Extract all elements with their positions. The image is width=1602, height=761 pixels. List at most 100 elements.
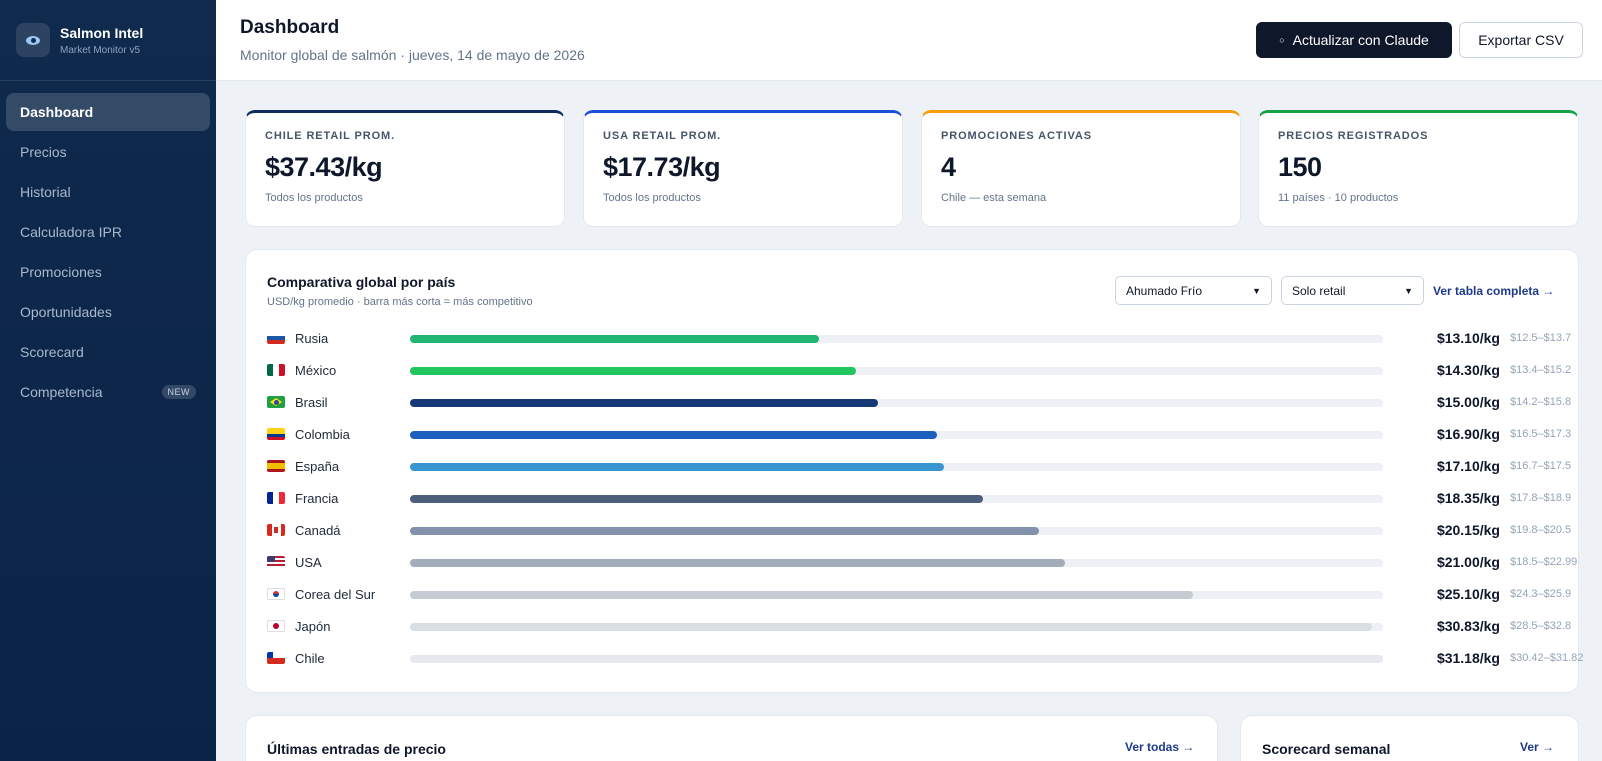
brand: Salmon Intel Market Monitor v5 [0,0,216,81]
kpi-label: CHILE RETAIL PROM. [265,130,396,142]
sidebar-item-promociones[interactable]: Promociones [6,253,210,291]
sidebar-item-dashboard[interactable]: Dashboard [6,93,210,131]
update-with-claude-button[interactable]: ○ Actualizar con Claude [1256,22,1452,58]
page-title: Dashboard [240,17,340,38]
fr-flag-icon [267,492,285,504]
sidebar-item-label: Precios [20,144,67,160]
kpi-note: Chile — esta semana [941,192,1047,204]
bar-track [410,463,1383,471]
kpi-card-chile-retail: CHILE RETAIL PROM. $37.43/kg Todos los p… [245,110,565,227]
country-name: México [295,363,337,378]
price-value: $15.00/kg [1436,394,1500,410]
new-badge: NEW [161,385,196,399]
sidebar-item-competencia[interactable]: Competencia NEW [6,373,210,411]
country-comparison-panel: Comparativa global por país USD/kg prome… [245,249,1583,693]
co-flag-icon [267,428,285,440]
price-value: $25.10/kg [1436,586,1500,602]
country-row[interactable]: USA $21.00/kg $18.5–$22.99 [267,546,1577,578]
bar-fill [410,591,1193,599]
product-select[interactable]: Ahumado Frío ▼ [1115,276,1272,305]
price-value: $13.10/kg [1436,330,1500,346]
country-row[interactable]: Chile $31.18/kg $30.42–$31.82 [267,642,1583,674]
price-value: $30.83/kg [1436,618,1500,634]
country-bar-list: Rusia $13.10/kg $12.5–$13.7 México $14.30/kg… [267,322,1583,674]
bar-fill [410,335,819,343]
bar-fill [410,527,1039,535]
update-button-label: Actualizar con Claude [1292,32,1429,48]
country-name: España [295,459,340,474]
kpi-label: PROMOCIONES ACTIVAS [941,130,1092,142]
bar-track [410,335,1383,343]
country-row[interactable]: México $14.30/kg $13.4–$15.2 [267,354,1571,386]
view-all-link[interactable]: Ver todas → [1125,740,1195,754]
kpi-value: 150 [1278,152,1322,182]
brand-subtitle: Market Monitor v5 [60,44,141,56]
sidebar-item-scorecard[interactable]: Scorecard [6,333,210,371]
channel-select[interactable]: Solo retail ▼ [1281,276,1424,305]
price-range: $16.7–$17.5 [1510,460,1572,472]
sidebar-item-oportunidades[interactable]: Oportunidades [6,293,210,331]
price-range: $28.5–$32.8 [1510,620,1572,632]
kpi-label: USA RETAIL PROM. [603,130,722,142]
kr-flag-icon [267,588,285,600]
weekly-scorecard-card: Scorecard semanal Ver → [1240,715,1579,761]
sidebar-item-label: Oportunidades [20,304,112,320]
sidebar-item-label: Promociones [20,264,102,280]
channel-select-value: Solo retail [1292,283,1346,298]
sidebar-item-calculadora-ipr[interactable]: Calculadora IPR [6,213,210,251]
price-range: $19.8–$20.5 [1510,524,1572,536]
bar-track [410,655,1383,663]
panel-subtitle: USD/kg promedio · barra más corta = más … [267,296,533,308]
bar-fill [410,399,878,407]
country-row[interactable]: Japón $30.83/kg $28.5–$32.8 [267,610,1571,642]
country-row[interactable]: Corea del Sur $25.10/kg $24.3–$25.9 [267,578,1571,610]
price-value: $20.15/kg [1436,522,1500,538]
price-value: $21.00/kg [1436,554,1500,570]
bar-fill [410,559,1065,567]
country-row[interactable]: España $17.10/kg $16.7–$17.5 [267,450,1571,482]
country-name: Chile [295,651,325,666]
kpi-card-precios-registrados: PRECIOS REGISTRADOS 150 11 países · 10 p… [1258,110,1579,227]
latest-entries-title: Últimas entradas de precio [267,741,446,757]
kpi-note: Todos los productos [265,192,363,204]
country-name: USA [295,555,322,570]
price-range: $24.3–$25.9 [1510,588,1572,600]
es-flag-icon [267,460,285,472]
bar-fill [410,463,944,471]
sidebar-item-label: Dashboard [20,104,94,120]
product-select-value: Ahumado Frío [1126,283,1203,298]
country-row[interactable]: Francia $18.35/kg $17.8–$18.9 [267,482,1571,514]
sidebar-item-label: Calculadora IPR [20,224,122,240]
salmon-logo-icon [16,23,50,57]
kpi-value: $37.43/kg [265,152,383,182]
kpi-label: PRECIOS REGISTRADOS [1278,130,1429,142]
sidebar-nav: Dashboard Precios Historial Calculadora … [0,81,216,425]
price-value: $16.90/kg [1436,426,1500,442]
country-name: Francia [295,491,339,506]
country-row[interactable]: Brasil $15.00/kg $14.2–$15.8 [267,386,1571,418]
country-row[interactable]: Rusia $13.10/kg $12.5–$13.7 [267,322,1571,354]
page-subtitle: Monitor global de salmón · jueves, 14 de… [240,47,585,63]
bar-track [410,591,1383,599]
kpi-value: $17.73/kg [603,152,721,182]
country-row[interactable]: Colombia $16.90/kg $16.5–$17.3 [267,418,1571,450]
sparkle-icon: ○ [1279,35,1285,45]
br-flag-icon [267,396,285,408]
sidebar-item-label: Historial [20,184,71,200]
country-row[interactable]: Canadá $20.15/kg $19.8–$20.5 [267,514,1571,546]
bar-track [410,559,1383,567]
price-range: $17.8–$18.9 [1510,492,1572,504]
view-full-table-link[interactable]: Ver tabla completa → [1433,284,1555,298]
price-range: $14.2–$15.8 [1510,396,1572,408]
sidebar-item-precios[interactable]: Precios [6,133,210,171]
jp-flag-icon [267,620,285,632]
latest-price-entries-card: Últimas entradas de precio Ver todas → [245,715,1218,761]
sidebar-item-historial[interactable]: Historial [6,173,210,211]
kpi-note: 11 países · 10 productos [1278,192,1399,204]
top-header: Dashboard Monitor global de salmón · jue… [216,0,1602,81]
bar-track [410,527,1383,535]
mx-flag-icon [267,364,285,376]
export-csv-button[interactable]: Exportar CSV [1459,22,1583,58]
bar-fill [410,655,1383,663]
view-scorecard-link[interactable]: Ver → [1520,740,1555,754]
